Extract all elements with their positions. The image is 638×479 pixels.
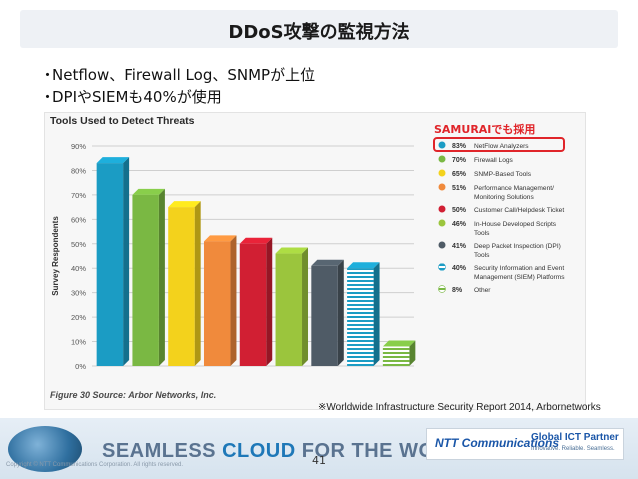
legend-label: Security Information and Event	[474, 265, 564, 272]
legend-value: 50%	[452, 207, 467, 214]
legend-label: Monitoring Solutions	[474, 194, 534, 201]
bullet-item: ・Netflow、Firewall Log、SNMPが上位	[40, 64, 315, 86]
ntt-logo: NTT Communications	[435, 436, 560, 450]
legend-label: In-House Developed Scripts	[474, 221, 557, 228]
bar-side	[302, 247, 309, 366]
legend-value: 51%	[452, 185, 467, 192]
legend-label: Customer Call/Helpdesk Ticket	[474, 207, 564, 214]
bullet-marker: ・	[40, 66, 56, 84]
bar-side	[409, 340, 416, 366]
chart-title: Tools Used to Detect Threats	[50, 115, 195, 127]
legend-label: Performance Management/	[474, 185, 554, 192]
bar	[382, 346, 410, 366]
bullet-item: ・DPIやSIEMも40%が使用	[40, 86, 315, 108]
bullet-marker: ・	[40, 88, 56, 106]
bar-side	[194, 201, 201, 366]
bar-side	[337, 259, 344, 366]
bar-top	[203, 235, 237, 242]
bar	[347, 268, 374, 366]
legend-value: 65%	[452, 171, 467, 178]
banner-text-cloud: CLOUD	[222, 440, 296, 462]
legend-swatch	[438, 241, 446, 249]
legend-value: 8%	[452, 287, 463, 294]
legend-swatch	[438, 169, 446, 177]
bar-top	[275, 247, 309, 254]
bar-top	[96, 157, 130, 164]
y-tick-label: 40%	[71, 264, 86, 273]
legend-label: Tools	[474, 230, 490, 237]
bar	[275, 253, 303, 366]
legend-label: Other	[474, 287, 491, 294]
legend-value: 70%	[452, 157, 467, 164]
legend-value: 40%	[452, 265, 467, 272]
y-tick-label: 90%	[71, 142, 86, 151]
bar-top	[168, 201, 201, 208]
legend-swatch	[438, 183, 446, 191]
legend-value: 83%	[452, 143, 467, 150]
legend-label: Management (SIEM) Platforms	[474, 274, 565, 281]
bullet-text: Netflow、Firewall Log、SNMPが上位	[52, 66, 316, 84]
bar-side	[230, 235, 237, 366]
bar-side	[158, 188, 165, 366]
bar-top	[311, 259, 344, 266]
y-tick-label: 50%	[71, 240, 86, 249]
footer-banner: SEAMLESS CLOUD FOR THE WORLD Copyright ©…	[0, 418, 638, 479]
y-tick-label: 80%	[71, 166, 86, 175]
bar	[311, 265, 338, 366]
chart-caption: Figure 30 Source: Arbor Networks, Inc.	[50, 390, 216, 400]
bar	[132, 194, 159, 366]
y-axis-label: Survey Respondents	[51, 216, 60, 296]
bar-top	[132, 188, 165, 195]
y-tick-label: 10%	[71, 338, 86, 347]
bar	[168, 207, 195, 366]
legend-value: 46%	[452, 221, 467, 228]
legend-label: Firewall Logs	[474, 157, 514, 164]
source-note: ※Worldwide Infrastructure Security Repor…	[318, 402, 601, 413]
bar-side	[266, 237, 273, 366]
y-tick-label: 30%	[71, 289, 86, 298]
page-number: 41	[312, 454, 326, 467]
legend-value: 41%	[452, 243, 467, 250]
legend-swatch	[438, 285, 446, 293]
legend-swatch	[438, 219, 446, 227]
legend-highlight-box	[433, 137, 565, 152]
bar-top	[382, 340, 416, 347]
y-tick-label: 20%	[71, 313, 86, 322]
partner-logo-box: NTT Communications Global ICT Partner In…	[426, 428, 624, 460]
legend-label: NetFlow Analyzers	[474, 143, 529, 150]
legend-swatch	[438, 263, 446, 271]
bullet-list: ・Netflow、Firewall Log、SNMPが上位 ・DPIやSIEMも…	[40, 64, 315, 108]
banner-slogan: SEAMLESS CLOUD FOR THE WORLD	[102, 440, 477, 463]
threat-tools-chart: Tools Used to Detect Threats 0% 10% 20% 30% 4…	[50, 115, 565, 400]
y-tick-label: 60%	[71, 215, 86, 224]
bar	[239, 243, 267, 366]
copyright-text: Copyright © NTT Communications Corporati…	[6, 462, 184, 468]
globe-icon	[8, 426, 82, 472]
legend-label: Deep Packet Inspection (DPI)	[474, 243, 561, 250]
y-tick-label: 0%	[75, 362, 86, 371]
legend-label: SNMP-Based Tools	[474, 171, 532, 178]
bar-side	[123, 157, 130, 366]
partner-title: Global ICT Partner	[531, 432, 619, 443]
bar-top	[347, 262, 380, 269]
bullet-text: DPIやSIEMも40%が使用	[52, 88, 222, 106]
bar	[96, 163, 124, 366]
partner-tagline: Innovative. Reliable. Seamless.	[531, 446, 615, 452]
bar-side	[373, 262, 380, 366]
legend-swatch	[438, 205, 446, 213]
bar-top	[239, 237, 273, 244]
legend-label: Tools	[474, 252, 490, 259]
title-bar: DDoS攻撃の監視方法	[20, 10, 618, 48]
slide-title: DDoS攻撃の監視方法	[228, 22, 410, 43]
legend-swatch	[438, 141, 446, 149]
y-tick-label: 70%	[71, 191, 86, 200]
bar	[203, 241, 231, 366]
samurai-callout: SAMURAIでも採用	[434, 122, 535, 136]
legend-swatch	[438, 155, 446, 163]
banner-text-1: SEAMLESS	[102, 440, 223, 462]
